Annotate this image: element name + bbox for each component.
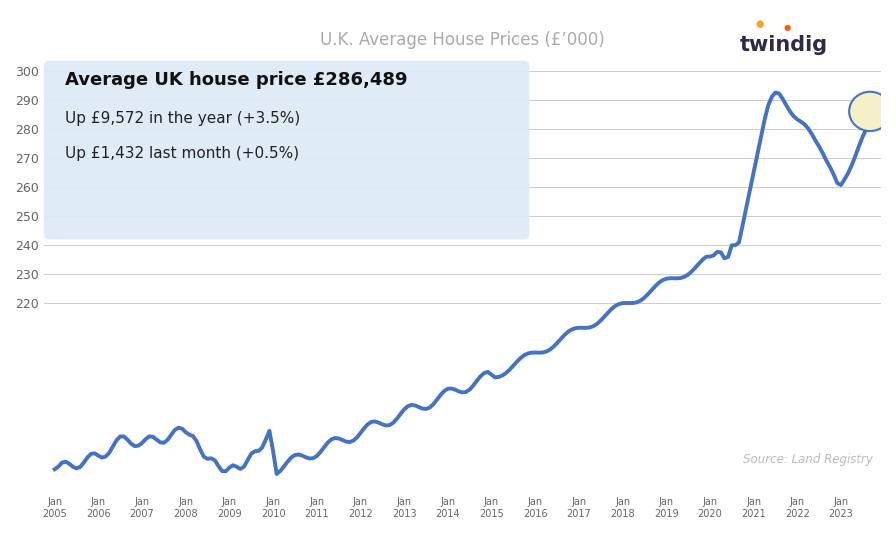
Text: Up £9,572 in the year (+3.5%): Up £9,572 in the year (+3.5%) (65, 111, 300, 125)
Text: ●: ● (755, 19, 764, 29)
Text: Source: Land Registry: Source: Land Registry (743, 453, 873, 466)
Text: twindig: twindig (740, 35, 828, 54)
Text: ●: ● (783, 23, 790, 32)
Text: Up £1,432 last month (+0.5%): Up £1,432 last month (+0.5%) (65, 146, 298, 161)
Text: Average UK house price £286,489: Average UK house price £286,489 (65, 72, 407, 89)
Ellipse shape (849, 92, 891, 131)
FancyBboxPatch shape (44, 60, 530, 239)
Title: U.K. Average House Prices (£’000): U.K. Average House Prices (£’000) (320, 31, 605, 49)
